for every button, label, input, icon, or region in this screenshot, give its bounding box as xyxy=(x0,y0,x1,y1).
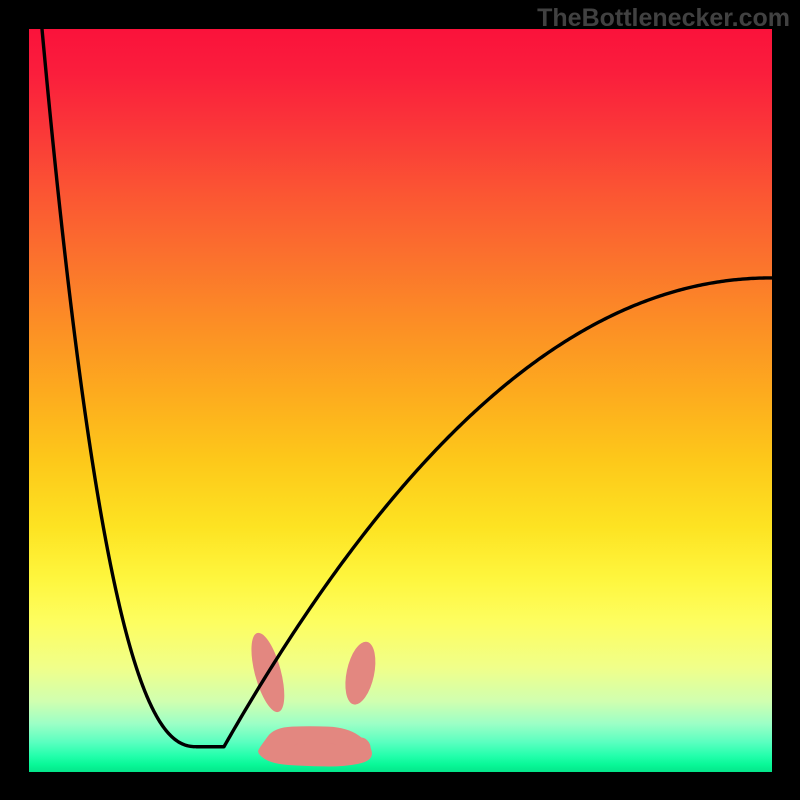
watermark-text: TheBottlenecker.com xyxy=(537,4,790,33)
plot-area xyxy=(29,29,772,772)
gradient-background xyxy=(29,29,772,772)
